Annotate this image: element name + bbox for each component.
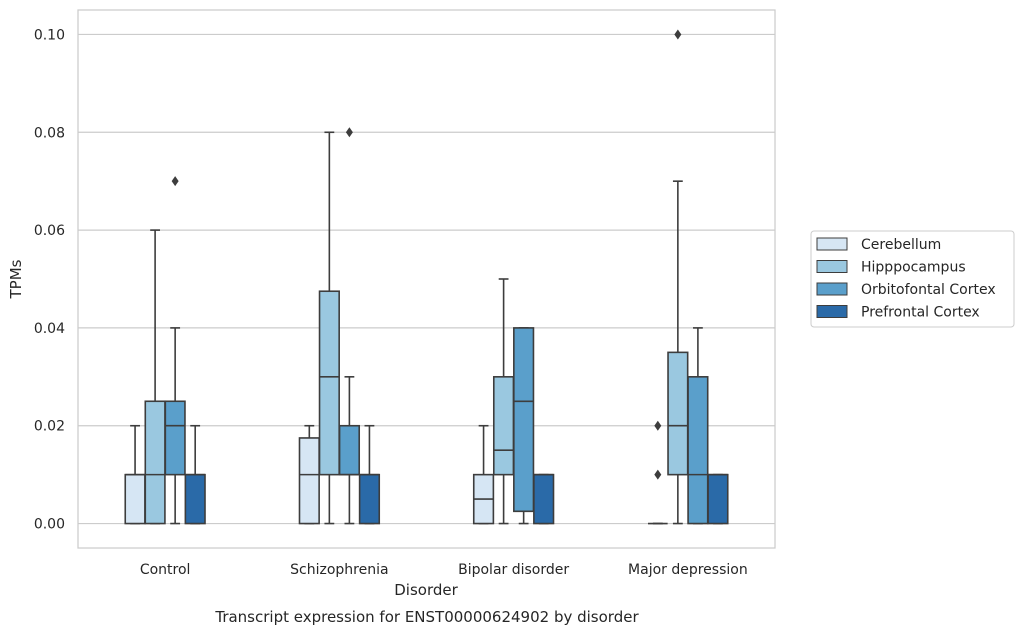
outlier-point [674,29,682,40]
box-iqr [318,290,340,476]
box-hipppocampus [144,229,166,525]
x-tick-labels: Control Schizophrenia Bipolar disorder Majo… [140,562,748,578]
x-axis-title: Disorder [394,581,458,599]
box-orbitofontal-cortex [687,327,709,525]
y-tick-label: 0.08 [34,125,65,141]
chart-title: Transcript expression for ENST0000062490… [214,608,639,626]
box-iqr [687,376,709,525]
legend-swatch [816,260,848,273]
x-tick-label: Major depression [628,562,748,578]
outlier-point [654,420,662,431]
box-orbitofontal-cortex [164,176,186,525]
y-tick-labels: 0.00 0.02 0.04 0.06 0.08 0.10 [34,27,65,532]
legend-label: Hipppocampus [861,260,966,276]
box-cerebellum [472,424,495,525]
box-iqr [338,424,361,476]
box-iqr [533,473,555,525]
legend-swatch [816,237,848,251]
box-prefrontal-cortex [707,473,729,525]
x-tick-label: Schizophrenia [290,562,388,578]
box-cerebellum [647,420,668,525]
box-prefrontal-cortex [358,424,381,525]
y-tick-label: 0.06 [34,223,65,239]
legend-swatch [816,282,848,296]
box-iqr [492,376,515,476]
box-iqr [298,437,320,525]
x-tick-label: Bipolar disorder [458,562,569,578]
box-series [124,29,729,525]
y-tick-label: 0.00 [34,517,65,533]
legend-swatch [816,305,848,318]
x-tick-label: Control [140,562,191,578]
box-iqr [513,327,535,513]
box-iqr [144,400,166,525]
box-prefrontal-cortex [184,424,206,525]
outlier-point [654,469,662,480]
box-orbitofontal-cortex [513,327,535,525]
y-tick-label: 0.04 [34,321,65,337]
box-iqr [667,351,689,476]
box-iqr [358,473,381,525]
box-cerebellum [298,424,320,525]
y-tick-label: 0.02 [34,419,65,435]
box-hipppocampus [667,29,689,525]
box-iqr [184,473,206,525]
box-prefrontal-cortex [533,473,555,525]
plot-frame [77,9,776,549]
plot-area [78,10,775,548]
outlier-point [345,127,353,138]
legend-label: Cerebellum [861,237,941,253]
y-axis-title: TPMs [7,259,25,299]
legend-frame [810,230,1015,328]
box-iqr [707,473,729,525]
legend: Cerebellum Hipppocampus Orbitofontal Corte… [810,230,1015,328]
box-hipppocampus [318,131,340,525]
box-cerebellum [124,424,146,525]
legend-label: Prefrontal Cortex [861,305,980,321]
outlier-point [171,176,179,187]
box-iqr [124,473,146,525]
box-iqr [164,400,186,476]
legend-label: Orbitofontal Cortex [861,282,996,298]
box-orbitofontal-cortex [338,127,361,525]
y-tick-label: 0.10 [34,27,65,43]
